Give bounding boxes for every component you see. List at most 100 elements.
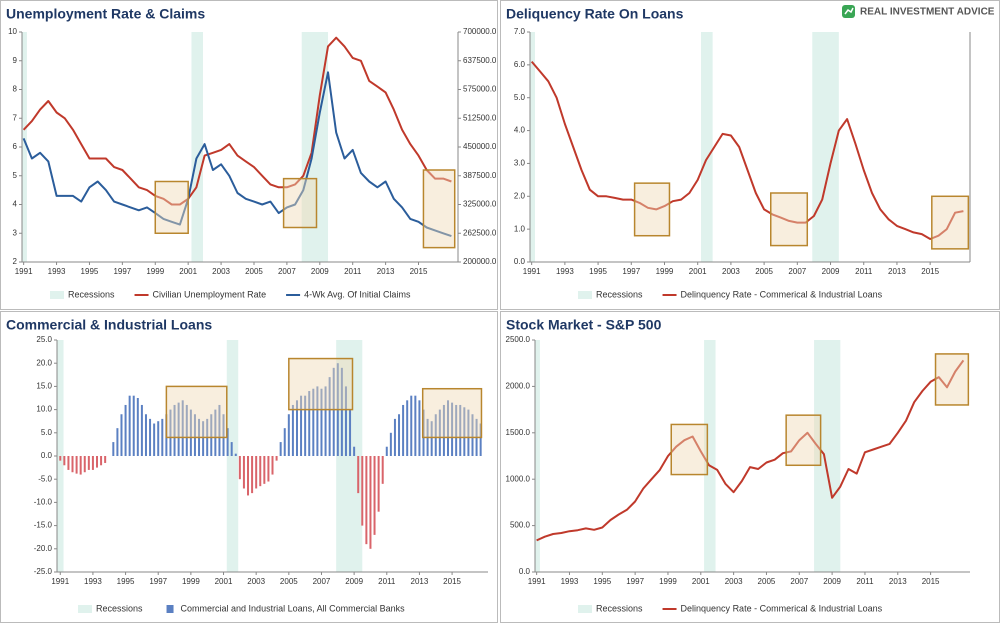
bar xyxy=(402,404,405,456)
bar xyxy=(132,395,135,456)
bar xyxy=(251,456,254,494)
x-tick-label: 1991 xyxy=(528,577,546,586)
bar xyxy=(455,404,458,456)
x-tick-label: 2005 xyxy=(280,577,298,586)
y-tick-label: 0.0 xyxy=(519,567,531,576)
legend-label: Recessions xyxy=(96,603,143,613)
legend-label: Recessions xyxy=(596,603,643,613)
bar xyxy=(79,456,82,475)
y-tick-label: 25.0 xyxy=(36,335,52,344)
x-tick-label: 2013 xyxy=(889,577,907,586)
bar xyxy=(83,456,86,473)
x-tick-label: 2015 xyxy=(922,577,940,586)
bar xyxy=(173,404,176,456)
bar xyxy=(230,442,233,456)
y2-tick-label: 387500.0 xyxy=(463,171,497,180)
bar xyxy=(87,456,90,470)
x-tick-label: 2013 xyxy=(888,267,906,276)
y-tick-label: 5 xyxy=(13,171,18,180)
bar xyxy=(447,400,450,456)
bar xyxy=(59,456,62,461)
recession-band xyxy=(701,32,713,262)
x-tick-label: 2003 xyxy=(725,577,743,586)
bar xyxy=(287,414,290,456)
bar xyxy=(169,409,172,456)
y-tick-label: 1500.0 xyxy=(506,428,531,437)
chart-title: Deliquency Rate On Loans xyxy=(506,6,684,22)
bar xyxy=(328,377,331,456)
bar xyxy=(320,388,323,456)
legend-swatch xyxy=(166,605,174,613)
bar xyxy=(369,456,372,549)
bar xyxy=(340,367,343,456)
bar xyxy=(202,421,205,456)
y-tick-label: 6.0 xyxy=(514,60,526,69)
legend-label: Recessions xyxy=(596,289,643,299)
y-tick-label: 3 xyxy=(13,228,18,237)
bar xyxy=(308,391,311,456)
y-tick-label: 1.0 xyxy=(514,224,526,233)
bar xyxy=(463,407,466,456)
x-tick-label: 1991 xyxy=(51,577,69,586)
bar xyxy=(471,414,474,456)
bar xyxy=(283,428,286,456)
y-tick-label: -20.0 xyxy=(34,544,53,553)
y2-tick-label: 512500.0 xyxy=(463,113,497,122)
bar xyxy=(153,423,156,456)
legend-label: Delinquency Rate - Commerical & Industri… xyxy=(681,603,883,613)
bar xyxy=(410,395,413,456)
series-line xyxy=(22,71,452,238)
x-tick-label: 2007 xyxy=(788,267,806,276)
bar xyxy=(100,456,103,466)
legend-label: Recessions xyxy=(68,289,115,299)
bar xyxy=(393,418,396,456)
bar xyxy=(418,400,421,456)
legend-swatch xyxy=(50,291,64,299)
y-tick-label: 2 xyxy=(13,257,18,266)
x-tick-label: 2009 xyxy=(823,577,841,586)
x-tick-label: 1997 xyxy=(622,267,640,276)
bar xyxy=(247,456,250,496)
y-tick-label: 0.0 xyxy=(514,257,526,266)
highlight-box xyxy=(154,180,189,234)
bar xyxy=(75,456,78,474)
bar xyxy=(271,456,274,475)
y2-tick-label: 450000.0 xyxy=(463,142,497,151)
x-tick-label: 2009 xyxy=(822,267,840,276)
bar xyxy=(434,414,437,456)
y-tick-label: 2.0 xyxy=(514,191,526,200)
x-tick-label: 2005 xyxy=(758,577,776,586)
x-tick-label: 2001 xyxy=(179,267,197,276)
bar xyxy=(259,456,262,487)
chart-title: Commercial & Industrial Loans xyxy=(6,317,212,333)
bar xyxy=(177,402,180,456)
bar xyxy=(353,446,356,456)
x-tick-label: 2011 xyxy=(856,577,874,586)
bar xyxy=(124,404,127,456)
highlight-box xyxy=(670,423,709,476)
x-tick-label: 2005 xyxy=(245,267,263,276)
legend-label: Civilian Unemployment Rate xyxy=(153,289,267,299)
x-tick-label: 1991 xyxy=(523,267,541,276)
recession-band xyxy=(814,340,841,572)
y2-tick-label: 700000.0 xyxy=(463,27,497,36)
x-tick-label: 2007 xyxy=(790,577,808,586)
bar xyxy=(214,409,217,456)
bar xyxy=(149,418,152,456)
y-tick-label: 1000.0 xyxy=(506,474,531,483)
x-tick-label: 1995 xyxy=(81,267,99,276)
y-tick-label: 8 xyxy=(13,85,18,94)
x-tick-label: 1997 xyxy=(626,577,644,586)
bar xyxy=(234,453,237,456)
y-tick-label: 4.0 xyxy=(514,126,526,135)
bar xyxy=(459,404,462,456)
legend-swatch xyxy=(78,605,92,613)
bar xyxy=(414,395,417,456)
x-tick-label: 2009 xyxy=(345,577,363,586)
bar xyxy=(95,456,98,468)
y2-tick-label: 637500.0 xyxy=(463,56,497,65)
bar xyxy=(295,400,298,456)
highlight-box xyxy=(282,177,318,229)
bar xyxy=(357,456,360,494)
chart-title: Unemployment Rate & Claims xyxy=(6,6,205,22)
